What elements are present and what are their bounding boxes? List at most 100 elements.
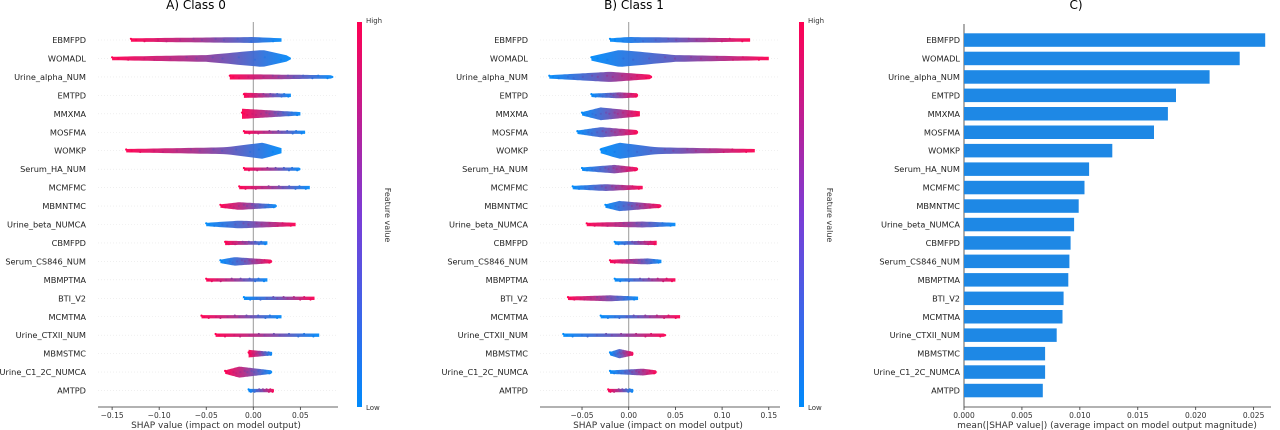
- panel-a-point: [247, 223, 250, 226]
- panel-a-feature-label: MBMSTMC: [43, 349, 86, 359]
- panel-a-feature-row: Urine_beta_NUMCA: [7, 220, 338, 230]
- panel-b-point: [637, 259, 641, 262]
- panel-b-point: [569, 297, 572, 300]
- panel-a-violin: [225, 366, 273, 378]
- panel-a-point: [262, 280, 266, 283]
- panel-a-point: [266, 353, 269, 356]
- panel-b-point: [596, 57, 599, 60]
- panel-a-feature-row: CBMFPD: [52, 238, 338, 248]
- panel-a-point: [143, 57, 146, 60]
- panel-b-point: [663, 148, 667, 151]
- panel-b-point: [618, 351, 621, 354]
- panel-a-x-axis: −0.15 −0.10 −0.05 0.00 0.05: [98, 406, 338, 420]
- panel-b-point: [642, 278, 645, 281]
- panel-b-point: [622, 351, 625, 354]
- panel-a-point: [153, 58, 156, 61]
- panel-a-point: [228, 372, 231, 375]
- panel-b-point: [622, 298, 626, 301]
- panel-a-point: [265, 388, 268, 391]
- panel-b-feature-row: MMXMA: [496, 107, 780, 121]
- panel-c-bar: [964, 217, 1075, 232]
- panel-b-point: [611, 185, 614, 188]
- panel-a-point: [221, 204, 224, 208]
- panel-c-tick-label: 0.005: [1011, 411, 1033, 420]
- panel-b-point: [627, 187, 630, 190]
- panel-a-point: [263, 56, 266, 59]
- panel-b-point: [610, 297, 613, 300]
- panel-a-point: [242, 296, 245, 299]
- panel-b-point: [640, 223, 643, 226]
- panel-a-point: [268, 372, 271, 375]
- panel-c-tick-label: 0.010: [1069, 411, 1091, 420]
- panel-b-colorbar-label: Feature value: [825, 188, 834, 243]
- panel-b-point: [636, 74, 639, 77]
- panel-b-point: [720, 40, 724, 43]
- panel-a-point: [277, 185, 280, 188]
- panel-a-point: [221, 260, 224, 263]
- panel-b-point: [566, 75, 570, 78]
- panel-c-bar-row: MOSFMA: [924, 125, 1154, 139]
- panel-b-point: [604, 186, 607, 189]
- panel-b-point: [616, 352, 619, 355]
- panel-b-point: [631, 240, 634, 243]
- panel-b-point: [622, 204, 625, 208]
- panel-a-feature-label: Urine_beta_NUMCA: [7, 220, 86, 230]
- panel-a-point: [288, 185, 291, 188]
- panel-b-point: [687, 37, 690, 40]
- panel-b-point: [635, 113, 638, 117]
- panel-b-violin: [600, 315, 681, 319]
- panel-b-point: [566, 296, 570, 299]
- panel-b-feature-label: CBMFPD: [494, 238, 528, 248]
- panel-b-point: [624, 371, 627, 374]
- panel-a-point: [260, 351, 263, 354]
- panel-c-bar: [964, 236, 1071, 250]
- panel-a-point: [289, 224, 292, 227]
- panel-b-point: [591, 112, 594, 115]
- panel-b-feature-row: MCMFMC: [491, 183, 780, 193]
- panel-a-point: [281, 222, 284, 225]
- panel-b-point: [625, 334, 628, 337]
- panel-a-point: [262, 75, 265, 78]
- panel-b-point: [621, 241, 624, 244]
- panel-a-point: [219, 203, 222, 206]
- panel-b-feature-row: CBMFPD: [494, 238, 780, 248]
- panel-a-feature-row: Urine_alpha_NUM: [14, 72, 338, 82]
- panel-b-point: [613, 261, 616, 264]
- panel-a-point: [312, 335, 315, 338]
- panel-a-point: [255, 222, 258, 225]
- panel-b-point: [633, 260, 636, 263]
- panel-c-bar-row: MBMPTMA: [918, 273, 1069, 287]
- panel-a-point: [237, 241, 240, 244]
- panel-b-point: [652, 203, 655, 206]
- panel-a-point: [280, 95, 283, 98]
- panel-b-point: [722, 150, 725, 153]
- panel-b-feature-label: MBMSTMC: [485, 349, 528, 359]
- panel-a-point: [274, 166, 277, 170]
- panel-b-title: B) Class 1: [604, 0, 664, 12]
- panel-c-bar: [964, 180, 1085, 195]
- panel-a-point: [234, 278, 237, 281]
- panel-b-point: [648, 57, 651, 60]
- panel-b-point: [586, 169, 589, 172]
- panel-b-feature-label: Urine_beta_NUMCA: [449, 220, 528, 230]
- panel-b-point: [651, 278, 654, 281]
- panel-b-point: [621, 74, 624, 77]
- panel-b-point: [653, 372, 656, 375]
- panel-a-point: [219, 316, 222, 319]
- panel-a-violin: [220, 202, 277, 210]
- panel-a-point: [246, 113, 249, 117]
- panel-a-point: [295, 130, 298, 133]
- panel-a-point: [282, 166, 285, 170]
- panel-b-point: [694, 149, 698, 152]
- panel-a-point: [254, 280, 257, 283]
- panel-c-bar-row: EBMFPD: [926, 33, 1266, 47]
- panel-a-point: [231, 241, 234, 244]
- panel-b-tick-label: 0.05: [667, 411, 684, 420]
- panel-b-violin: [600, 142, 755, 159]
- panel-b-point: [624, 132, 627, 135]
- panel-a-point: [235, 372, 238, 375]
- panel-b-tick-label: 0.15: [760, 411, 777, 420]
- panel-a-point: [192, 37, 195, 40]
- panel-a-point: [257, 351, 260, 354]
